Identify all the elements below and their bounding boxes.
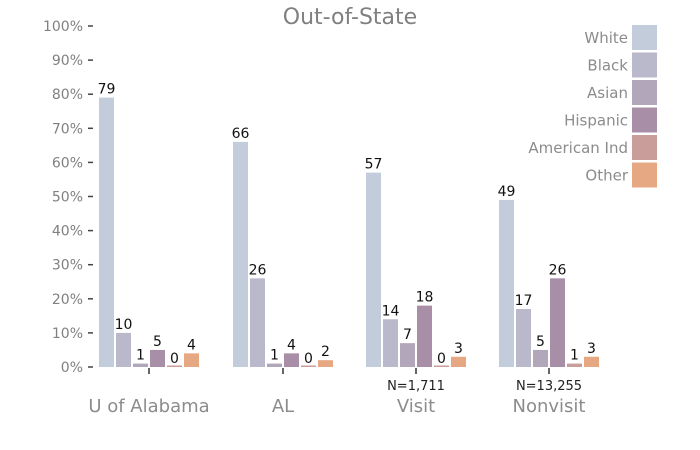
legend-swatch: [632, 80, 657, 105]
chart-title: Out-of-State: [283, 5, 417, 30]
data-label: 18: [416, 290, 434, 306]
data-label: 0: [170, 351, 179, 367]
bars: [99, 97, 599, 368]
bar-asian: [533, 349, 548, 367]
data-label: 14: [382, 303, 400, 319]
legend-swatch: [632, 162, 657, 188]
bar-american-ind: [167, 365, 182, 367]
legend-swatch: [632, 107, 657, 133]
data-label: 4: [187, 337, 196, 353]
y-tick-label: 0%: [61, 360, 83, 376]
sample-size-label: N=13,255: [516, 379, 582, 394]
bar-asian: [133, 363, 148, 367]
legend-swatch: [632, 25, 657, 50]
bar-hispanic: [550, 278, 565, 367]
data-label: 26: [549, 262, 567, 278]
bar-hispanic: [284, 353, 299, 367]
bar-other: [318, 360, 333, 367]
category-label: AL: [272, 396, 294, 417]
data-label: 66: [232, 126, 250, 142]
bar-other: [451, 356, 466, 367]
legend-label: Other: [585, 167, 628, 185]
bar-white: [366, 172, 381, 367]
y-tick-label: 10%: [52, 326, 83, 342]
data-label: 0: [437, 351, 446, 367]
y-tick-label: 20%: [52, 292, 83, 308]
data-label: 4: [287, 337, 296, 353]
y-tick-label: 90%: [52, 53, 83, 69]
y-axis: 0% 10% 20% 30% 40% 50% 60% 70% 80% 90% 100%: [43, 19, 93, 376]
y-tick-label: 40%: [52, 224, 83, 240]
sample-size-label: N=1,711: [387, 379, 445, 394]
data-label: 1: [136, 348, 145, 364]
bar-hispanic: [150, 349, 165, 367]
data-label: 5: [536, 334, 545, 350]
legend: White Black Asian Hispanic American Ind Other: [528, 25, 657, 188]
y-tick-label: 50%: [52, 190, 83, 206]
bar-hispanic: [417, 305, 432, 367]
bar-black: [516, 309, 531, 367]
bar-white: [233, 141, 248, 367]
legend-label: American Ind: [528, 139, 628, 157]
bar-other: [584, 356, 599, 367]
category-label: Visit: [397, 396, 435, 417]
data-label: 3: [454, 341, 463, 357]
bar-american-ind: [434, 365, 449, 367]
data-label: 2: [321, 344, 330, 360]
data-label: 5: [153, 334, 162, 350]
y-tick-label: 70%: [52, 121, 83, 137]
legend-swatch: [632, 135, 657, 160]
data-label: 26: [249, 262, 267, 278]
category-axis: U of Alabama AL N=1,711 Visit N=13,255 Nonvis…: [88, 368, 585, 417]
data-label: 3: [587, 341, 596, 357]
legend-label: Hispanic: [564, 112, 628, 130]
bar-american-ind: [567, 363, 582, 367]
category-label: Nonvisit: [513, 396, 586, 417]
bar-white: [99, 97, 114, 368]
bar-white: [499, 199, 514, 367]
data-label: 79: [98, 82, 116, 98]
data-label: 49: [498, 184, 516, 200]
bar-black: [383, 319, 398, 367]
data-label: 1: [270, 348, 279, 364]
y-tick-label: 80%: [52, 87, 83, 103]
y-tick-label: 60%: [52, 155, 83, 171]
bar-black: [116, 332, 131, 367]
data-label: 57: [365, 157, 383, 173]
data-label: 10: [115, 317, 133, 333]
data-label: 17: [515, 293, 533, 309]
legend-swatch: [632, 52, 657, 78]
data-label: 7: [403, 327, 412, 343]
data-label: 0: [304, 351, 313, 367]
bar-asian: [400, 343, 415, 367]
bar-black: [250, 278, 265, 367]
legend-label: Asian: [587, 84, 628, 102]
legend-label: Black: [587, 57, 628, 75]
bar-other: [184, 353, 199, 367]
bar-asian: [267, 363, 282, 367]
y-tick-label: 100%: [43, 19, 83, 35]
y-tick-label: 30%: [52, 258, 83, 274]
legend-label: White: [584, 29, 628, 47]
data-label: 1: [570, 348, 579, 364]
category-label: U of Alabama: [88, 396, 209, 417]
bar-american-ind: [301, 365, 316, 367]
